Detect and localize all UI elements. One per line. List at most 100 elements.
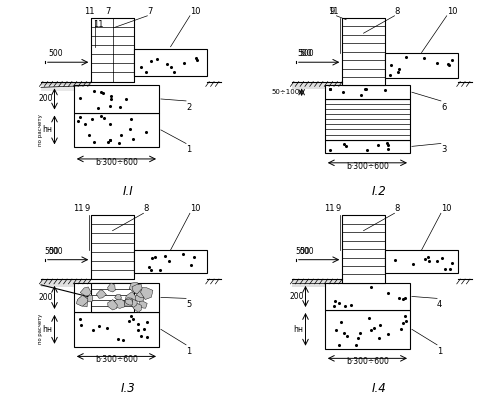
Point	[162, 61, 170, 67]
Text: 500: 500	[45, 247, 59, 256]
Text: b·300÷600: b·300÷600	[95, 355, 138, 364]
Text: hн: hн	[43, 125, 53, 135]
Point	[134, 327, 142, 334]
Point	[325, 86, 333, 93]
Point	[192, 57, 200, 64]
Point	[76, 322, 84, 328]
Point	[147, 267, 155, 273]
Polygon shape	[87, 295, 93, 302]
Point	[125, 126, 133, 132]
Point	[401, 313, 409, 319]
Point	[374, 335, 382, 341]
Text: 200: 200	[289, 292, 303, 301]
Point	[351, 341, 359, 348]
Point	[151, 253, 159, 260]
Text: b·300÷600: b·300÷600	[345, 162, 388, 170]
Text: 11: 11	[327, 7, 338, 16]
Point	[440, 266, 448, 272]
Text: 11: 11	[73, 204, 83, 213]
Bar	[74, 283, 159, 312]
Point	[179, 250, 187, 257]
Text: 11: 11	[84, 7, 94, 16]
Text: 500: 500	[49, 49, 63, 58]
Point	[142, 334, 150, 340]
Polygon shape	[114, 297, 124, 308]
Point	[142, 69, 150, 76]
Text: по расчету: по расчету	[39, 114, 44, 146]
Text: 11: 11	[93, 20, 104, 29]
Point	[99, 90, 107, 96]
Point	[338, 89, 346, 96]
Polygon shape	[80, 287, 91, 296]
Point	[401, 318, 409, 324]
Bar	[324, 310, 409, 349]
Point	[329, 303, 337, 309]
Point	[335, 300, 343, 306]
Polygon shape	[125, 299, 132, 305]
Point	[76, 113, 84, 120]
Point	[353, 334, 361, 341]
Point	[369, 324, 377, 331]
Point	[380, 87, 388, 93]
Text: 200: 200	[38, 94, 53, 104]
Point	[141, 129, 149, 135]
Polygon shape	[132, 302, 141, 312]
Point	[161, 253, 169, 260]
Point	[391, 257, 399, 263]
Polygon shape	[140, 287, 153, 299]
Point	[156, 267, 164, 274]
Point	[117, 132, 125, 139]
Point	[437, 255, 445, 261]
Point	[445, 266, 453, 273]
Point	[85, 132, 93, 139]
Polygon shape	[77, 297, 87, 307]
Point	[139, 326, 147, 332]
Text: I.2: I.2	[371, 185, 386, 197]
Point	[339, 141, 347, 147]
Point	[383, 142, 391, 149]
Bar	[324, 99, 409, 139]
Point	[346, 302, 354, 308]
Point	[89, 138, 97, 145]
Point	[375, 322, 383, 328]
Point	[364, 315, 372, 322]
Point	[129, 135, 137, 142]
Point	[396, 326, 404, 332]
Point	[124, 318, 132, 325]
Bar	[74, 85, 159, 112]
Point	[152, 56, 160, 62]
Text: по расчету: по расчету	[39, 314, 44, 345]
Text: I.3: I.3	[120, 382, 135, 395]
Point	[115, 140, 123, 147]
Text: b·300÷600: b·300÷600	[345, 357, 388, 366]
Bar	[342, 215, 384, 283]
Point	[148, 255, 156, 261]
Point	[420, 256, 428, 262]
Bar	[134, 49, 207, 76]
Point	[97, 88, 105, 95]
Point	[419, 55, 427, 62]
Point	[137, 333, 145, 340]
Bar	[91, 283, 134, 312]
Polygon shape	[107, 283, 115, 292]
Text: 10: 10	[189, 7, 200, 16]
Text: 10: 10	[440, 204, 450, 213]
Point	[423, 254, 431, 260]
Polygon shape	[130, 299, 137, 307]
Text: 500: 500	[49, 247, 63, 256]
Point	[401, 53, 409, 60]
Point	[366, 284, 374, 290]
Bar	[324, 139, 409, 153]
Point	[340, 303, 348, 310]
Point	[119, 337, 127, 344]
Text: 9: 9	[84, 204, 89, 213]
Point	[106, 136, 114, 143]
Point	[342, 333, 350, 340]
Polygon shape	[134, 293, 144, 303]
Point	[326, 146, 334, 153]
Bar	[74, 112, 159, 147]
Point	[355, 330, 363, 337]
Text: 500: 500	[299, 49, 314, 58]
Point	[127, 313, 135, 320]
Bar	[91, 215, 134, 279]
